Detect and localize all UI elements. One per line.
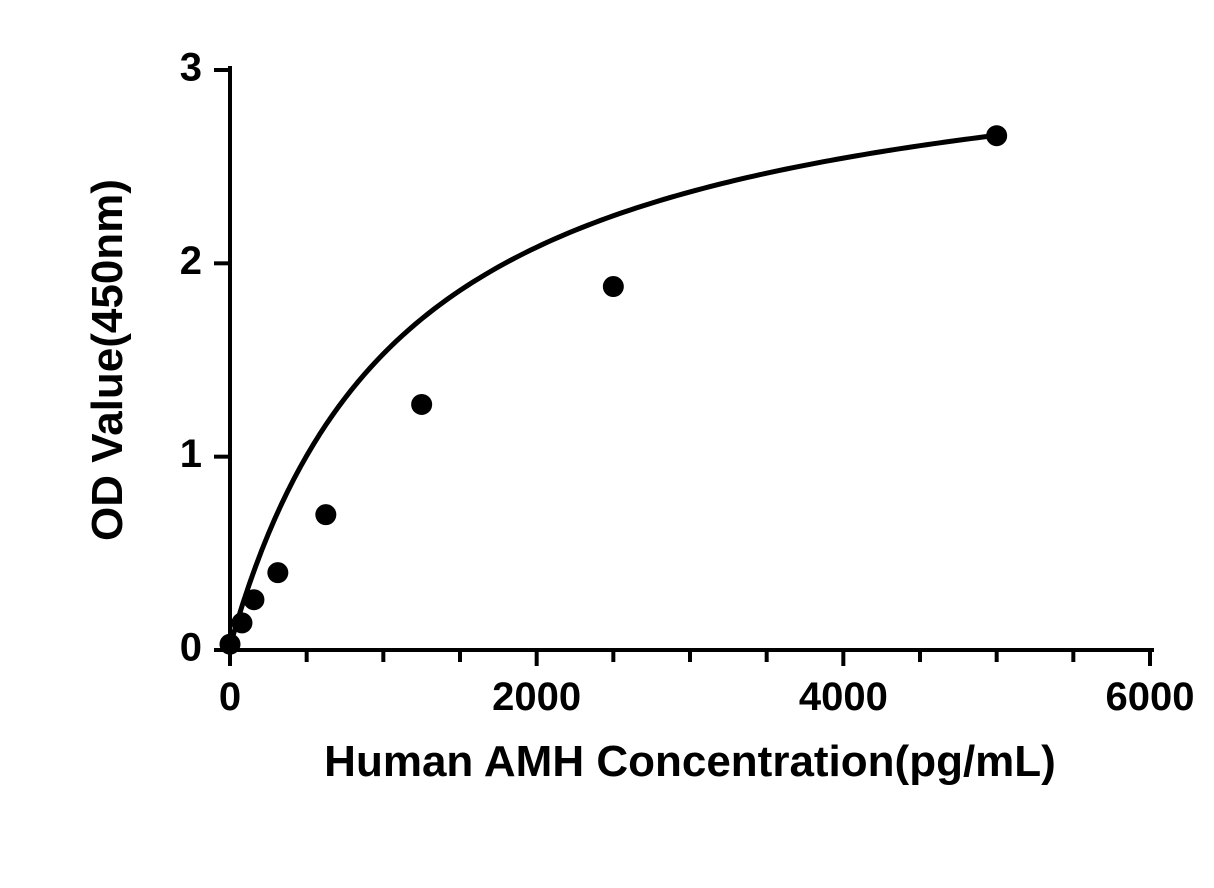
data-point: [987, 126, 1007, 146]
y-tick-label: 2: [180, 239, 202, 283]
y-tick-label: 3: [180, 46, 202, 90]
data-point: [268, 563, 288, 583]
data-point: [603, 277, 623, 297]
chart-container: 0 1 2 3 0 2000 4000 6000 OD Value(450nm) Human AM…: [0, 0, 1214, 888]
y-tick-label: 1: [180, 432, 202, 476]
chart-svg: 0 1 2 3 0 2000 4000 6000 OD Value(450nm) Human AM…: [0, 0, 1214, 888]
x-tick-label: 2000: [492, 675, 581, 719]
y-tick-label: 0: [180, 626, 202, 670]
data-point: [316, 505, 336, 525]
data-point: [232, 613, 252, 633]
data-point: [244, 590, 264, 610]
x-tick-label: 4000: [799, 675, 888, 719]
data-point: [412, 394, 432, 414]
y-axis-label: OD Value(450nm): [83, 179, 132, 541]
x-tick-label: 0: [219, 675, 241, 719]
x-tick-label: 6000: [1106, 675, 1195, 719]
x-axis-label: Human AMH Concentration(pg/mL): [324, 737, 1056, 786]
